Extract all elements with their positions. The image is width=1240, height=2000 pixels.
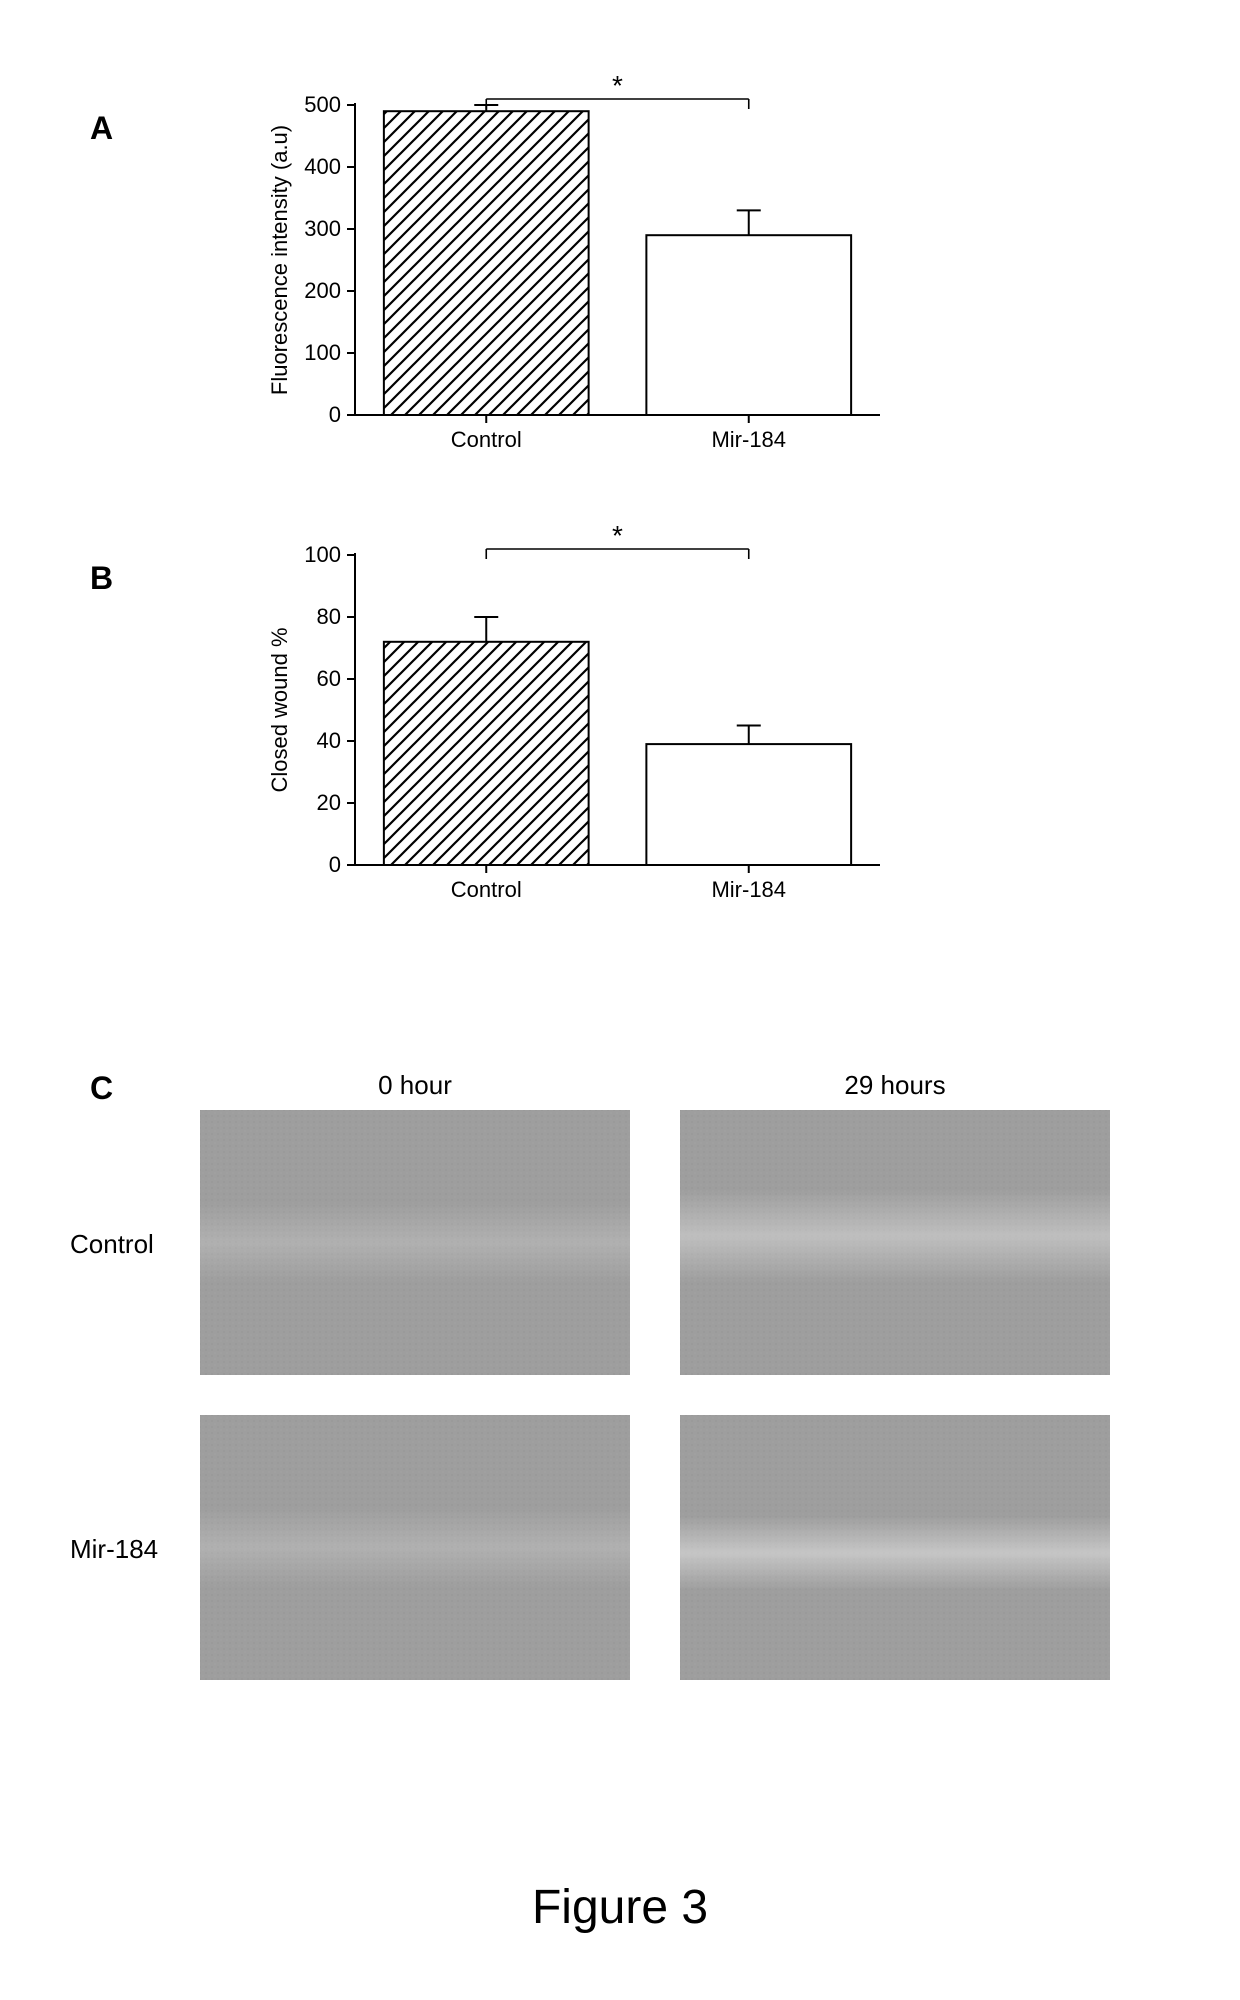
svg-text:Fluorescence intensity (a.u): Fluorescence intensity (a.u) <box>267 125 292 395</box>
micrograph-control-0h <box>200 1110 630 1375</box>
svg-text:60: 60 <box>317 666 341 691</box>
svg-text:0: 0 <box>329 852 341 877</box>
svg-text:100: 100 <box>304 542 341 567</box>
svg-text:400: 400 <box>304 154 341 179</box>
panel-c-row-0: Control <box>70 1229 154 1260</box>
svg-text:500: 500 <box>304 92 341 117</box>
svg-text:Control: Control <box>451 427 522 452</box>
micrograph-mir184-0h <box>200 1415 630 1680</box>
svg-text:Mir-184: Mir-184 <box>711 427 786 452</box>
svg-text:*: * <box>612 520 623 551</box>
panel-c-col-0: 0 hour <box>355 1070 475 1101</box>
panel-c-col-1: 29 hours <box>835 1070 955 1101</box>
panel-c-row-1: Mir-184 <box>70 1534 158 1565</box>
panel-b-label: B <box>90 560 113 597</box>
svg-text:200: 200 <box>304 278 341 303</box>
svg-text:80: 80 <box>317 604 341 629</box>
svg-text:40: 40 <box>317 728 341 753</box>
figure-caption: Figure 3 <box>0 1880 1240 1935</box>
svg-text:0: 0 <box>329 402 341 427</box>
chart-b: 0 20 40 60 80 100 Closed wound % Control Mir-184… <box>260 520 900 920</box>
micrograph-control-29h <box>680 1110 1110 1375</box>
svg-text:Mir-184: Mir-184 <box>711 877 786 902</box>
panel-a-label: A <box>90 110 113 147</box>
svg-text:*: * <box>612 70 623 101</box>
svg-text:300: 300 <box>304 216 341 241</box>
svg-text:100: 100 <box>304 340 341 365</box>
svg-text:20: 20 <box>317 790 341 815</box>
svg-text:Closed wound %: Closed wound % <box>267 627 292 792</box>
panel-c-label: C <box>90 1070 113 1107</box>
micrograph-mir184-29h <box>680 1415 1110 1680</box>
svg-text:Control: Control <box>451 877 522 902</box>
chart-a: 0 100 200 300 400 500 Fluorescence intensity (… <box>260 70 900 470</box>
